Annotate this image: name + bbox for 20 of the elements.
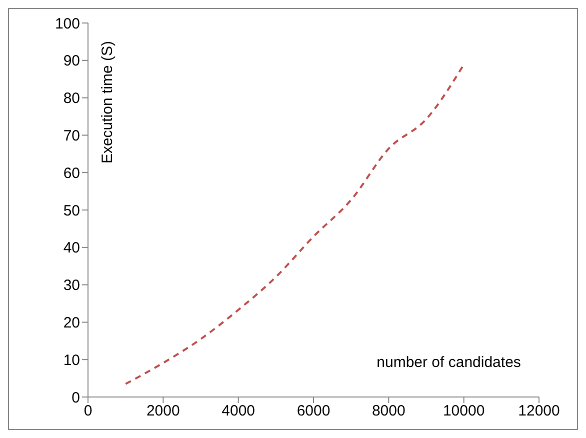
y-tick-label: 0	[72, 389, 80, 406]
x-tick-label: 10000	[442, 402, 485, 420]
y-tick-label: 50	[63, 202, 80, 220]
y-tick-label: 30	[63, 277, 80, 294]
y-tick-label: 100	[54, 15, 80, 32]
y-tick-label: 70	[63, 128, 80, 145]
x-axis-title: number of candidates	[376, 354, 521, 371]
x-tick-label: 8000	[372, 402, 406, 420]
x-tick-label: 6000	[296, 402, 330, 420]
y-tick-label: 60	[63, 164, 80, 182]
y-tick-label: 20	[63, 314, 80, 332]
x-tick-label: 12000	[518, 402, 560, 420]
x-tick-label: 2000	[146, 402, 180, 420]
y-tick-label: 40	[63, 240, 80, 257]
y-tick-label: 80	[63, 90, 80, 108]
y-tick-label: 10	[63, 352, 80, 369]
y-axis-title: Execution time (S)	[99, 41, 116, 164]
x-tick-label: 0	[84, 402, 92, 420]
y-tick-label: 90	[63, 52, 80, 70]
x-tick-label: 4000	[222, 402, 256, 420]
